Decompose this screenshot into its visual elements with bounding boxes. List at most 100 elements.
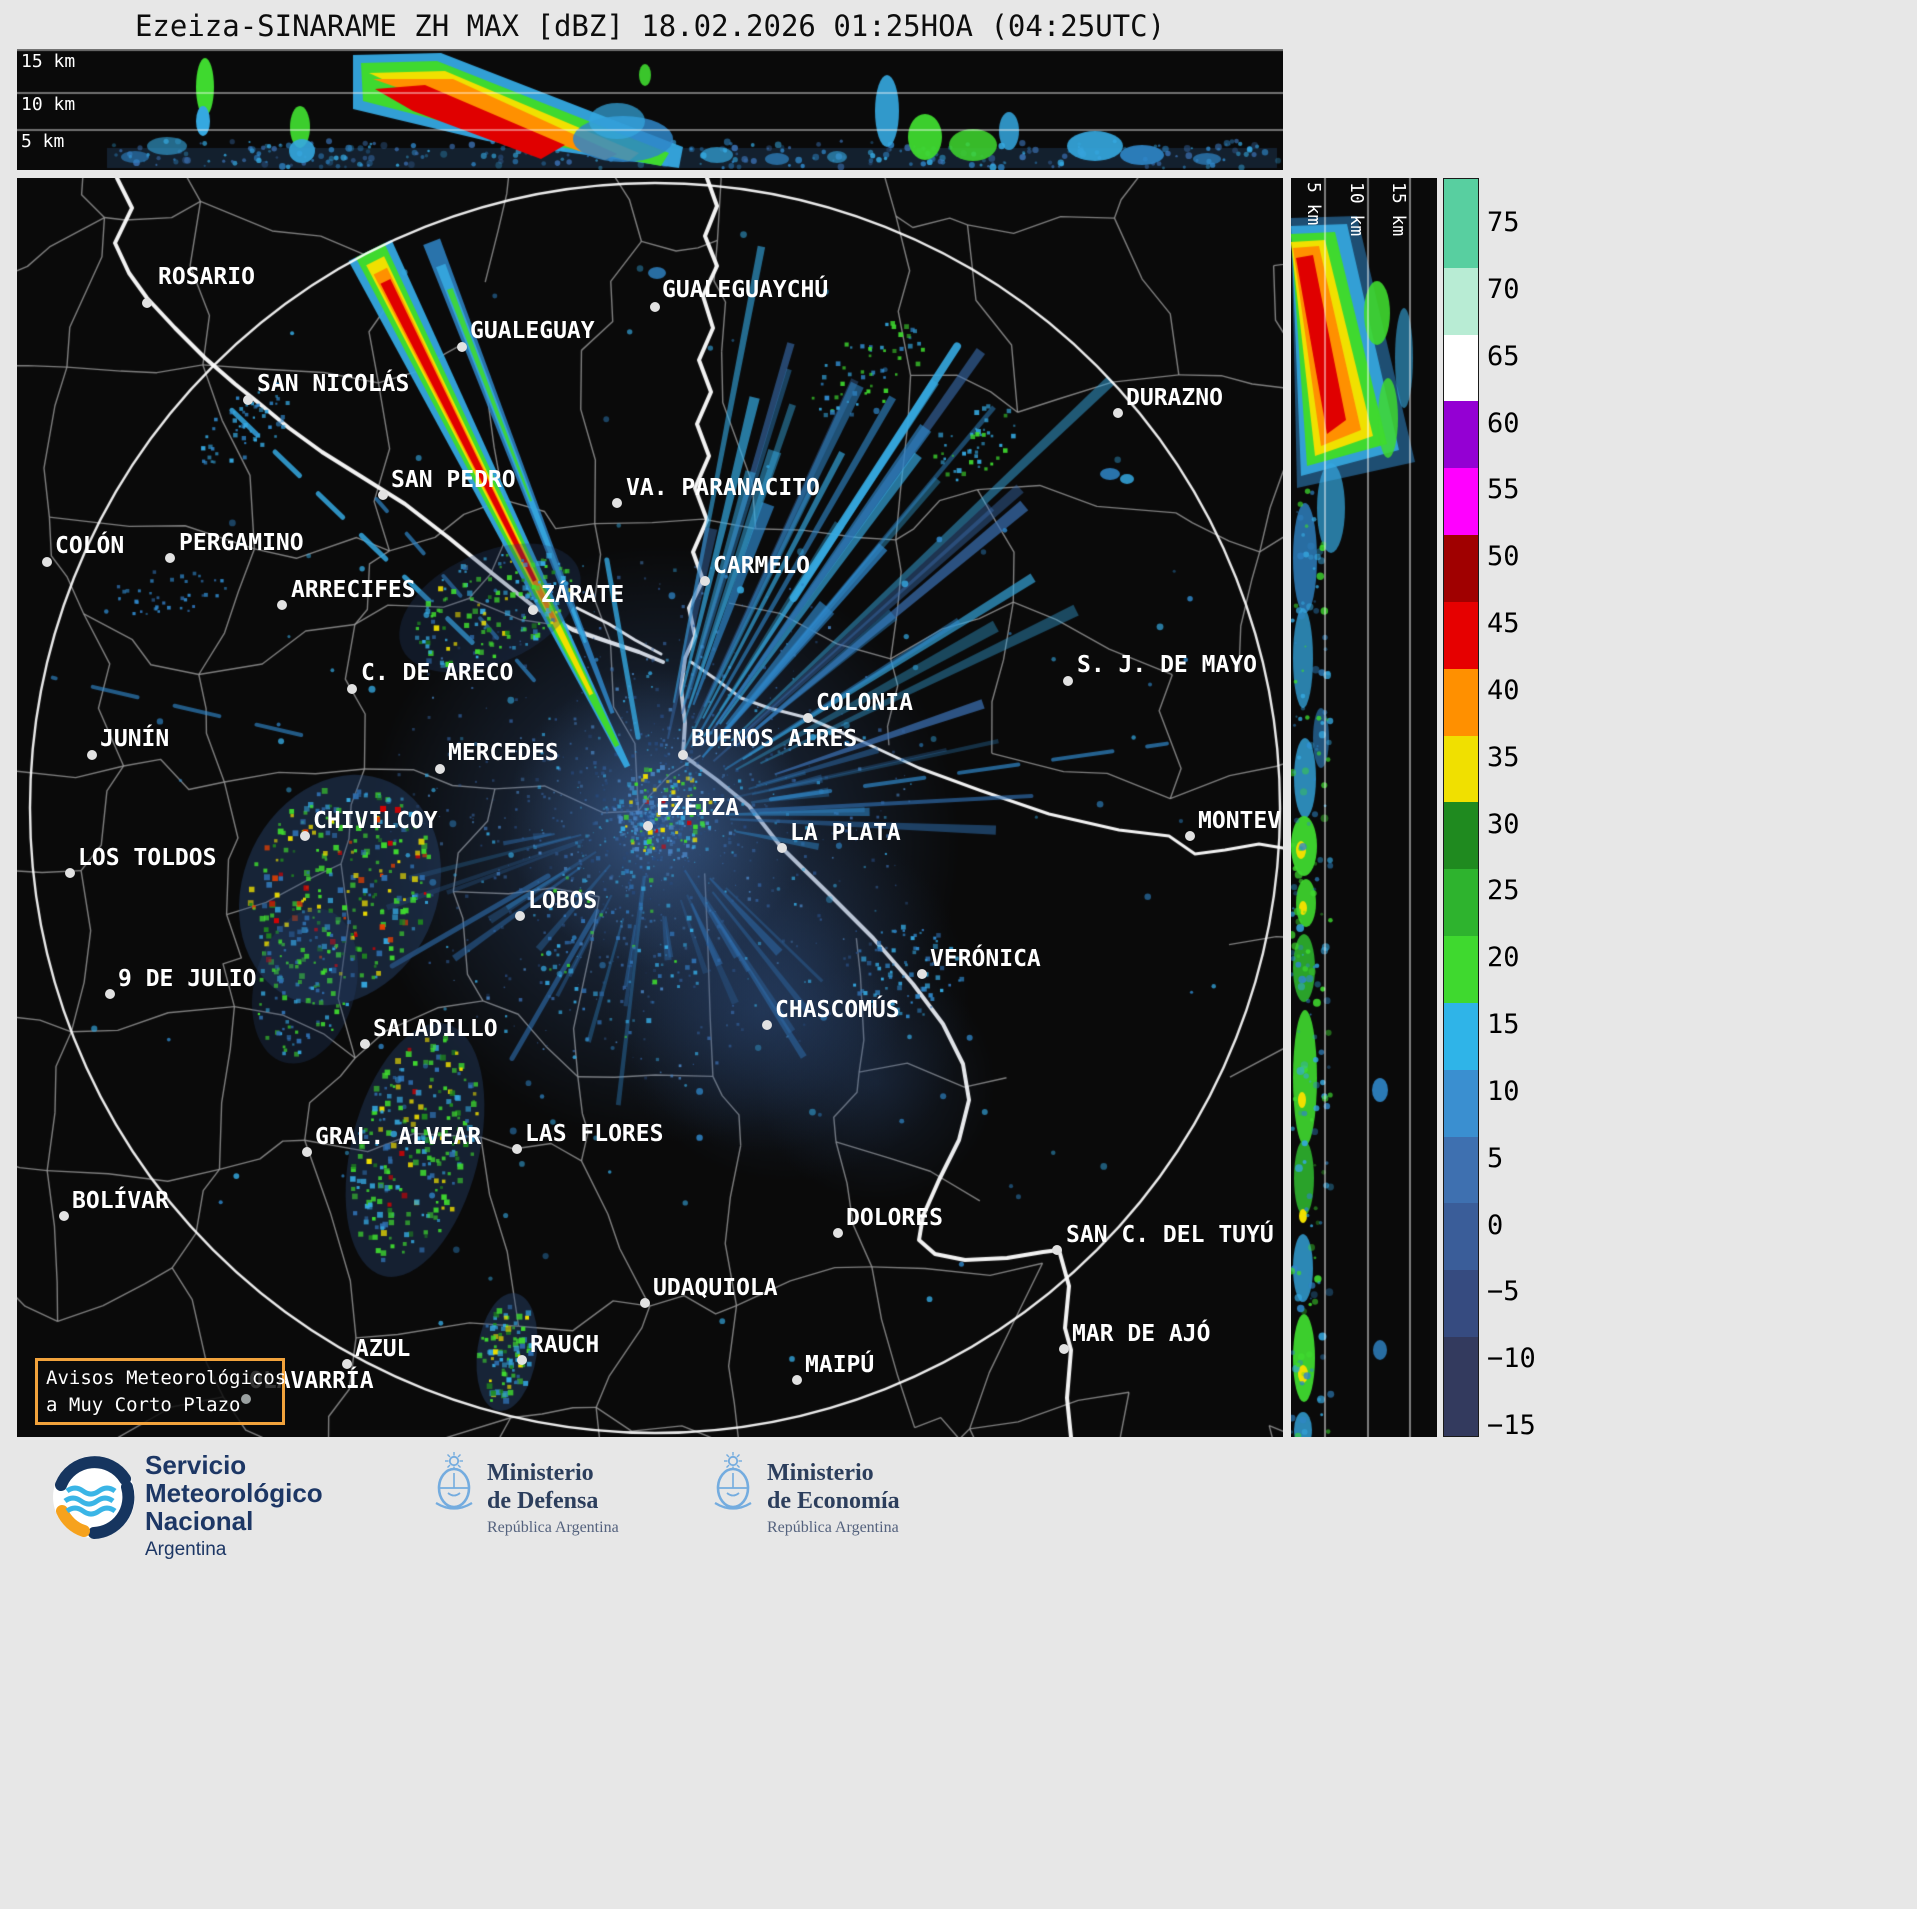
city-label-s-j-de-mayo: S. J. DE MAYO: [1077, 652, 1258, 678]
city-label-saladillo: SALADILLO: [373, 1016, 498, 1042]
colorbar-tick: 0: [1487, 1209, 1504, 1241]
city-dot-gualeguaych: [650, 302, 660, 312]
city-label-c-de-areco: C. DE ARECO: [361, 660, 514, 686]
smn-country: Argentina: [145, 1539, 227, 1560]
city-dot-gral-alvear: [302, 1147, 312, 1157]
smn-name-line-3: Nacional: [145, 1506, 254, 1536]
city-label-z-rate: ZÁRATE: [541, 582, 625, 608]
city-dot-arrecifes: [277, 600, 287, 610]
colorbar-band: [1444, 735, 1478, 803]
warning-line-1: Avisos Meteorológicos: [46, 1367, 287, 1389]
colorbar-tick: 40: [1487, 674, 1520, 706]
colorbar-tick: 65: [1487, 340, 1520, 372]
city-label-maip: MAIPÚ: [805, 1352, 875, 1378]
colorbar-band: [1444, 1069, 1478, 1137]
city-dot-san-c-del-tuy: [1052, 1245, 1062, 1255]
city-label-azul: AZUL: [355, 1336, 411, 1362]
colorbar-tick: 10: [1487, 1075, 1520, 1107]
defensa-line-2: de Defensa: [487, 1488, 599, 1514]
city-label-9-de-julio: 9 DE JULIO: [118, 966, 257, 992]
city-dot-mercedes: [435, 764, 445, 774]
city-dot-s-j-de-mayo: [1063, 676, 1073, 686]
colorbar-tick: 70: [1487, 273, 1520, 305]
city-dot-durazno: [1113, 408, 1123, 418]
city-dot-rauch: [517, 1355, 527, 1365]
city-label-gualeguay: GUALEGUAY: [470, 318, 595, 344]
city-label-mar-de-aj: MAR DE AJÓ: [1072, 1321, 1211, 1347]
city-dot-chivilcoy: [300, 831, 310, 841]
city-label-udaquiola: UDAQUIOLA: [653, 1275, 778, 1301]
city-label-rauch: RAUCH: [530, 1332, 600, 1358]
city-dot-z-rate: [528, 605, 538, 615]
city-dot-maip: [792, 1375, 802, 1385]
city-dot-gualeguay: [457, 342, 467, 352]
city-label-arrecifes: ARRECIFES: [291, 577, 416, 603]
city-dot-colonia: [803, 713, 813, 723]
colorbar-band: [1444, 1002, 1478, 1070]
city-dot-va-paranacito: [612, 498, 622, 508]
city-dot-san-pedro: [378, 490, 388, 500]
smn-name-line-2: Meteorológico: [145, 1478, 323, 1508]
city-dot-pergamino: [165, 553, 175, 563]
smn-logo-icon: [53, 1456, 135, 1539]
colorbar-tick: −15: [1487, 1410, 1536, 1441]
defensa-line-1: Ministerio: [487, 1460, 594, 1486]
economia-line-1: Ministerio: [767, 1460, 874, 1486]
colorbar-tick: 15: [1487, 1009, 1520, 1040]
city-dot-udaquiola: [640, 1298, 650, 1308]
colorbar-tick: 35: [1487, 741, 1520, 773]
economia-sub: República Argentina: [767, 1519, 899, 1536]
city-dot-buenos-aires: [678, 750, 688, 760]
colorbar-band: [1444, 1337, 1478, 1404]
city-label-rosario: ROSARIO: [158, 264, 255, 290]
city-label-colonia: COLONIA: [816, 690, 913, 716]
economia-line-2: de Economía: [767, 1488, 900, 1514]
city-label-gral-alvear: GRAL. ALVEAR: [315, 1124, 482, 1150]
city-dot-dolores: [833, 1228, 843, 1238]
coat-of-arms-icon: [714, 1452, 752, 1510]
city-label-san-c-del-tuy: SAN C. DEL TUYÚ: [1066, 1222, 1274, 1248]
city-dot-mar-de-aj: [1059, 1344, 1069, 1354]
right-cross-section-panel: 5 km 10 km 15 km: [1291, 178, 1437, 1437]
smn-wordmark: Servicio Meteorológico Nacional Argentin…: [145, 1451, 323, 1561]
city-label-dolores: DOLORES: [846, 1205, 943, 1231]
city-label-mercedes: MERCEDES: [448, 740, 559, 766]
colorbar-tick: 75: [1487, 207, 1520, 238]
top-cross-section-image: [17, 49, 1283, 170]
colorbar-band: [1444, 601, 1478, 669]
colorbar-tick: 45: [1487, 608, 1520, 639]
city-dot-ver-nica: [917, 969, 927, 979]
city-dot-ezeiza: [643, 821, 653, 831]
height-label: 15 km: [1388, 182, 1409, 237]
height-label: 10 km: [1346, 182, 1367, 237]
defensa-emblem: [428, 1451, 480, 1517]
city-label-ver-nica: VERÓNICA: [930, 946, 1041, 972]
city-label-durazno: DURAZNO: [1126, 385, 1223, 411]
colorbar-scale: 75 70 65 60 55 50 45 40 35 30 25 20 15 10 5 0 −5 −10 −15: [1487, 178, 1577, 1441]
city-dot-c-de-areco: [347, 684, 357, 694]
economia-emblem: [707, 1451, 759, 1517]
top-cross-section-panel: 15 km 10 km 5 km: [17, 49, 1283, 170]
city-dot-las-flores: [512, 1144, 522, 1154]
colorbar-band: [1444, 869, 1478, 937]
city-label-los-toldos: LOS TOLDOS: [78, 845, 217, 871]
city-label-pergamino: PERGAMINO: [179, 530, 304, 556]
colorbar-band: [1444, 267, 1478, 335]
city-dot-azul: [342, 1359, 352, 1369]
city-label-gualeguaych: GUALEGUAYCHÚ: [662, 277, 829, 303]
colorbar-band: [1444, 401, 1478, 469]
city-label-ezeiza: EZEIZA: [656, 795, 740, 821]
economia-wordmark: Ministerio de Economía República Argenti…: [767, 1459, 900, 1537]
height-label: 5 km: [21, 131, 65, 152]
colorbar-tick: 20: [1487, 942, 1520, 974]
city-label-bol-var: BOLÍVAR: [72, 1188, 169, 1214]
colorbar: [1443, 178, 1479, 1437]
colorbar-tick: −5: [1487, 1276, 1520, 1308]
colorbar-tick: 55: [1487, 474, 1520, 506]
colorbar-band: [1444, 1270, 1478, 1338]
height-label: 10 km: [21, 94, 76, 115]
colorbar-band: [1444, 668, 1478, 736]
city-label-montevideo: MONTEVIDEO: [1198, 808, 1283, 834]
colorbar-band: [1444, 802, 1478, 870]
city-dot-col-n: [42, 557, 52, 567]
